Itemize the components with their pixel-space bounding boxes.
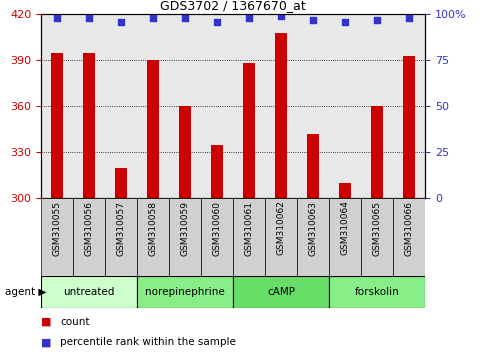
Text: ■: ■ (41, 337, 52, 348)
Title: GDS3702 / 1367670_at: GDS3702 / 1367670_at (160, 0, 306, 12)
Point (245, 15, 253, 21)
Point (405, 15, 413, 21)
Bar (137, 276, 233, 308)
Text: norepinephrine: norepinephrine (145, 287, 225, 297)
Bar (370, 106, 384, 198)
Text: ■: ■ (41, 317, 52, 327)
Bar (403, 56, 415, 198)
Point (117, 19, 125, 24)
Bar (41, 198, 73, 276)
Bar (329, 198, 361, 276)
Text: count: count (60, 317, 90, 327)
Point (373, 17, 381, 23)
Bar (83, 52, 96, 198)
Text: GSM310061: GSM310061 (244, 201, 254, 256)
Bar (211, 144, 224, 198)
Bar (307, 134, 319, 198)
Text: agent ▶: agent ▶ (5, 287, 46, 297)
Bar (242, 63, 256, 198)
Bar (169, 198, 201, 276)
Point (85, 15, 93, 21)
Point (341, 19, 349, 24)
Bar (114, 167, 128, 198)
Bar (233, 276, 329, 308)
Text: cAMP: cAMP (267, 287, 295, 297)
Text: GSM310063: GSM310063 (309, 201, 317, 256)
Text: GSM310066: GSM310066 (405, 201, 413, 256)
Text: untreated: untreated (63, 287, 115, 297)
Bar (41, 276, 137, 308)
Text: GSM310059: GSM310059 (181, 201, 189, 256)
Bar (393, 198, 425, 276)
Text: GSM310058: GSM310058 (149, 201, 157, 256)
Point (53, 15, 61, 21)
Text: GSM310064: GSM310064 (341, 201, 350, 256)
Bar (51, 52, 63, 198)
Bar (275, 33, 287, 198)
Text: GSM310062: GSM310062 (277, 201, 285, 256)
Text: GSM310060: GSM310060 (213, 201, 222, 256)
Text: forskolin: forskolin (355, 287, 399, 297)
Point (149, 15, 157, 21)
Bar (73, 198, 105, 276)
Text: GSM310055: GSM310055 (53, 201, 61, 256)
Point (181, 15, 189, 21)
Bar (297, 198, 329, 276)
Point (213, 19, 221, 24)
Text: percentile rank within the sample: percentile rank within the sample (60, 337, 236, 348)
Bar (361, 198, 393, 276)
Point (277, 13, 285, 19)
Bar (179, 106, 191, 198)
Text: GSM310056: GSM310056 (85, 201, 94, 256)
Bar (147, 60, 159, 198)
Bar (201, 198, 233, 276)
Point (309, 17, 317, 23)
Bar (137, 198, 169, 276)
Text: GSM310057: GSM310057 (116, 201, 126, 256)
Bar (265, 198, 297, 276)
Bar (105, 198, 137, 276)
Bar (329, 276, 425, 308)
Text: GSM310065: GSM310065 (372, 201, 382, 256)
Bar (233, 198, 265, 276)
Bar (339, 183, 352, 198)
